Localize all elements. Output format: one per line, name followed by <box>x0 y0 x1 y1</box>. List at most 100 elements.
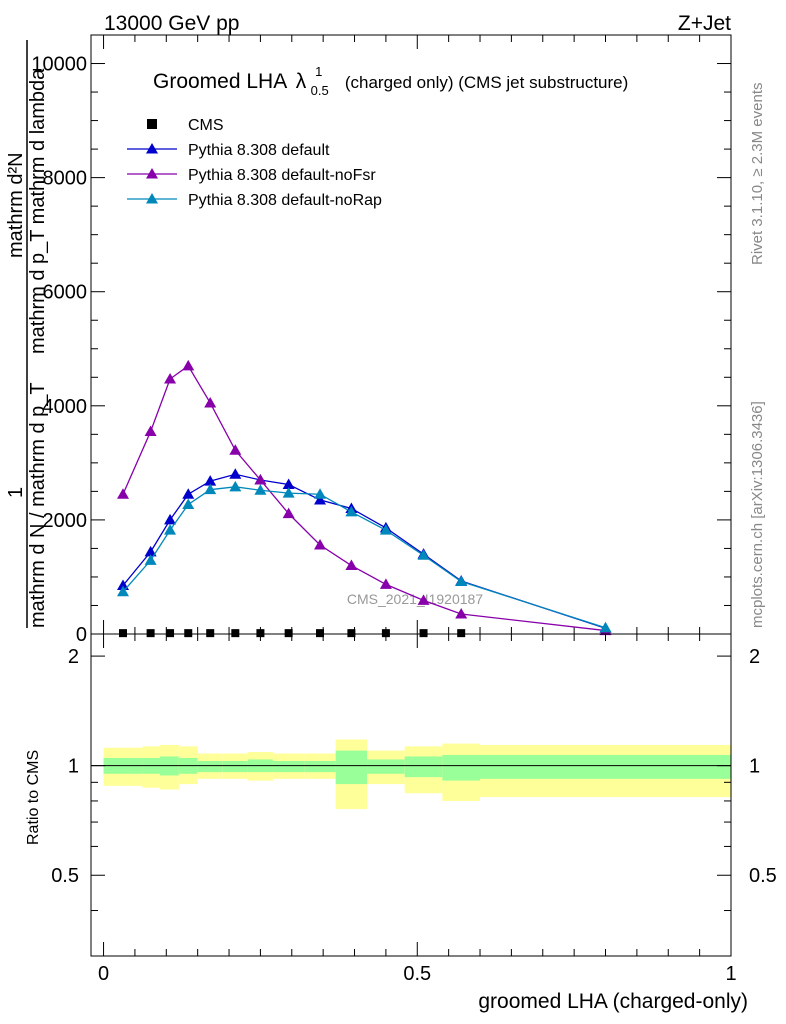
cms-point <box>231 629 240 638</box>
series-point-3 <box>417 549 430 560</box>
chart-title-sup: 1 <box>315 64 322 79</box>
cms-point <box>381 629 390 638</box>
series-point-1 <box>144 545 157 557</box>
x-tick-label: 1 <box>725 963 736 985</box>
y-tick-label: 0 <box>76 624 87 646</box>
ratio-y-tick-label-right: 0.5 <box>749 865 777 887</box>
legend-item: CMS <box>147 117 224 134</box>
legend-marker-triangle <box>146 168 158 179</box>
y-tick-label: 2000 <box>43 510 88 532</box>
ratio-y-tick-label: 2 <box>68 646 79 668</box>
legend-label: Pythia 8.308 default-noRap <box>188 192 382 209</box>
series-point-2 <box>455 608 468 619</box>
series-point-3 <box>254 484 267 495</box>
series-point-2 <box>229 444 242 455</box>
ylabel-denominator: mathrm d N / mathrm d p_T <box>27 382 49 628</box>
legend-label: CMS <box>188 117 224 134</box>
cms-point <box>284 629 293 638</box>
legend: CMS Pythia 8.308 default Pythia 8.308 defa… <box>127 117 382 209</box>
cms-point <box>146 629 155 638</box>
series-point-2 <box>417 594 430 605</box>
legend-marker-triangle <box>146 143 158 154</box>
main-series <box>117 359 612 636</box>
main-panel: 0 2000 4000 6000 8000 10000 CMS_2021_I1920187… <box>31 34 732 646</box>
cms-point <box>347 629 356 638</box>
ratio-band-inner <box>367 759 405 774</box>
series-point-3 <box>229 480 242 492</box>
cms-point <box>457 629 466 638</box>
ratio-y-tick-label: 0.5 <box>51 865 79 887</box>
cms-points <box>119 629 466 638</box>
ylabel-numerator: mathrm d²N <box>5 152 27 258</box>
legend-marker-square <box>147 119 157 129</box>
ratio-bands <box>103 739 731 810</box>
cms-point <box>184 629 193 638</box>
x-tick-label: 0.5 <box>403 963 431 985</box>
series-point-3 <box>314 488 327 499</box>
series-point-3 <box>379 524 392 535</box>
legend-item: Pythia 8.308 default <box>127 142 330 159</box>
cms-point <box>316 629 325 638</box>
series-line-2 <box>122 364 606 632</box>
series-point-3 <box>599 621 612 633</box>
series-point-3 <box>182 498 195 510</box>
legend-label: Pythia 8.308 default-noFsr <box>188 167 376 184</box>
series-point-1 <box>182 488 195 499</box>
series-point-2 <box>314 539 327 550</box>
series-point-3 <box>204 483 217 495</box>
ratio-band-inner <box>442 754 481 781</box>
ratio-frame <box>90 633 732 957</box>
series-point-3 <box>345 505 358 517</box>
chart-title-lambda: λ <box>296 70 307 93</box>
ratio-band-inner <box>404 756 443 778</box>
series-point-2 <box>282 507 295 519</box>
y-tick-label: 8000 <box>43 168 88 190</box>
series-point-1 <box>314 493 327 505</box>
chart-title-main: Groomed LHA <box>153 70 287 93</box>
series-point-1 <box>117 579 129 591</box>
chart-title: Groomed LHA λ 0.5 1 (charged only) (CMS … <box>153 63 628 99</box>
series-line-1 <box>122 473 606 629</box>
series-point-2 <box>379 578 392 589</box>
series-point-3 <box>144 554 157 565</box>
cms-point <box>119 629 127 638</box>
ylabel-numerator-2: mathrm d p_T mathrm d lambda <box>27 68 49 354</box>
ratio-y-tick-label-right: 2 <box>749 646 760 668</box>
ratio-y-tick-label-right: 1 <box>749 756 760 778</box>
ratio-band-inner <box>304 760 336 773</box>
ratio-panel: 0.5 0.51 12 2 0 0.5 1 Ratio to CMS groomed LH… <box>25 633 777 1013</box>
ratio-band-inner <box>480 754 731 779</box>
main-frame <box>90 34 732 635</box>
cms-point <box>419 629 428 638</box>
main-x-ticks <box>103 35 732 634</box>
series-point-3 <box>282 487 295 498</box>
y-tick-label: 6000 <box>43 282 88 304</box>
legend-label: Pythia 8.308 default <box>188 142 330 159</box>
mcplots-label: mcplots.cern.ch [arXiv:1306.3436] <box>749 401 766 628</box>
series-point-2 <box>144 425 157 436</box>
ratio-y-tick-label: 1 <box>68 756 79 778</box>
series-point-2 <box>204 396 217 408</box>
ratio-ylabel: Ratio to CMS <box>25 750 42 845</box>
x-axis-label: groomed LHA (charged-only) <box>478 990 748 1013</box>
series-point-2 <box>117 488 129 499</box>
cms-point <box>206 629 215 638</box>
series-point-3 <box>164 524 177 535</box>
ratio-band-inner <box>272 760 305 773</box>
legend-item: Pythia 8.308 default-noRap <box>127 192 382 209</box>
series-point-2 <box>345 559 358 571</box>
legend-marker-triangle <box>146 193 158 204</box>
series-point-3 <box>117 585 129 597</box>
series-point-2 <box>182 359 195 371</box>
ratio-band-inner <box>197 760 223 773</box>
x-tick-label: 0 <box>98 963 109 985</box>
cms-point <box>256 629 265 638</box>
legend-item: Pythia 8.308 default-noFsr <box>127 167 376 184</box>
series-point-1 <box>164 513 177 525</box>
series-line-3 <box>122 486 606 629</box>
ratio-x-ticks: 0 0.5 1 <box>98 634 737 985</box>
watermark: CMS_2021_I1920187 <box>347 591 483 607</box>
ratio-y-ticks: 0.5 0.5 1 1 2 2 <box>51 646 777 912</box>
series-point-1 <box>204 475 217 486</box>
chart-title-rest: (charged only) (CMS jet substructure) <box>345 73 628 92</box>
